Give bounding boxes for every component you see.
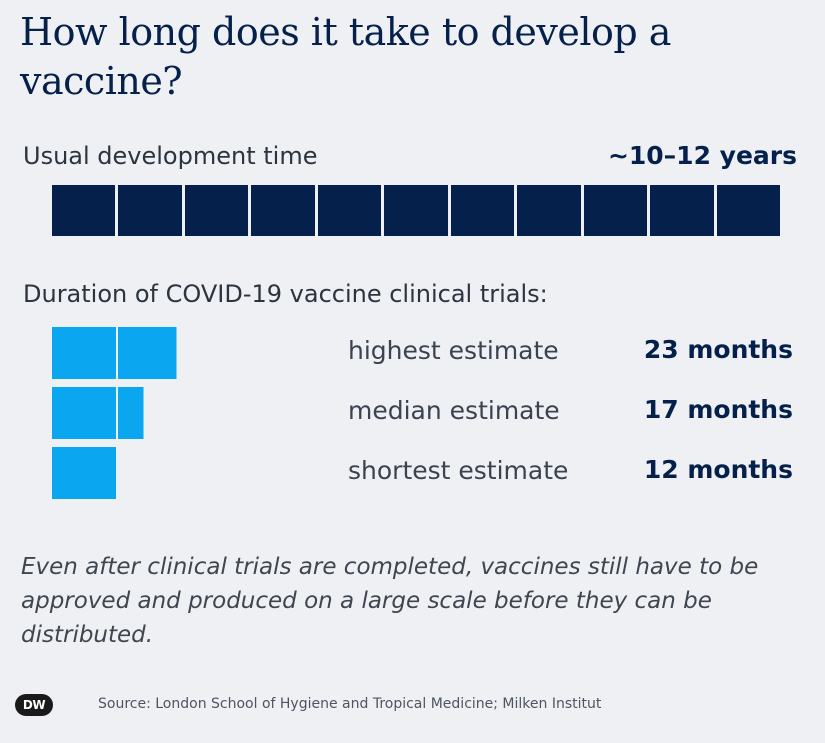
estimate-bar-svg [52, 387, 144, 439]
dw-logo: DW [15, 694, 53, 716]
estimate-bar [52, 387, 116, 439]
usual-development-bar [52, 185, 780, 236]
estimate-row: highest estimate 23 months [0, 327, 825, 379]
timeline-segment [118, 185, 185, 236]
estimate-bar [52, 447, 116, 499]
estimate-value: 12 months [643, 455, 793, 484]
estimate-label: highest estimate [348, 336, 559, 365]
estimate-bar-svg [52, 327, 177, 379]
timeline-segment [185, 185, 252, 236]
timeline-segment [384, 185, 451, 236]
timeline-segment [717, 185, 780, 236]
estimate-value: 17 months [643, 395, 793, 424]
estimate-label: shortest estimate [348, 456, 569, 485]
estimate-label: median estimate [348, 396, 560, 425]
footnote: Even after clinical trials are completed… [21, 554, 759, 648]
usual-development-value: ~10–12 years [607, 141, 797, 170]
estimate-value: 23 months [643, 335, 793, 364]
estimate-bar-svg [52, 447, 116, 499]
estimate-row: median estimate 17 months [0, 387, 825, 439]
timeline-segment [584, 185, 651, 236]
usual-development-label: Usual development time [23, 142, 318, 170]
timeline-segment [650, 185, 717, 236]
timeline-segment [251, 185, 318, 236]
estimate-bar [52, 327, 116, 379]
estimate-row: shortest estimate 12 months [0, 447, 825, 499]
timeline-segment [517, 185, 584, 236]
timeline-segment [318, 185, 385, 236]
timeline-segment [451, 185, 518, 236]
timeline-segment [52, 185, 119, 236]
estimate-bar [118, 327, 177, 379]
chart-title: How long does it take to develop a vacci… [20, 10, 671, 103]
source-text: Source: London School of Hygiene and Tro… [98, 696, 602, 712]
estimate-bar [118, 387, 144, 439]
covid-trials-heading: Duration of COVID-19 vaccine clinical tr… [23, 280, 548, 308]
